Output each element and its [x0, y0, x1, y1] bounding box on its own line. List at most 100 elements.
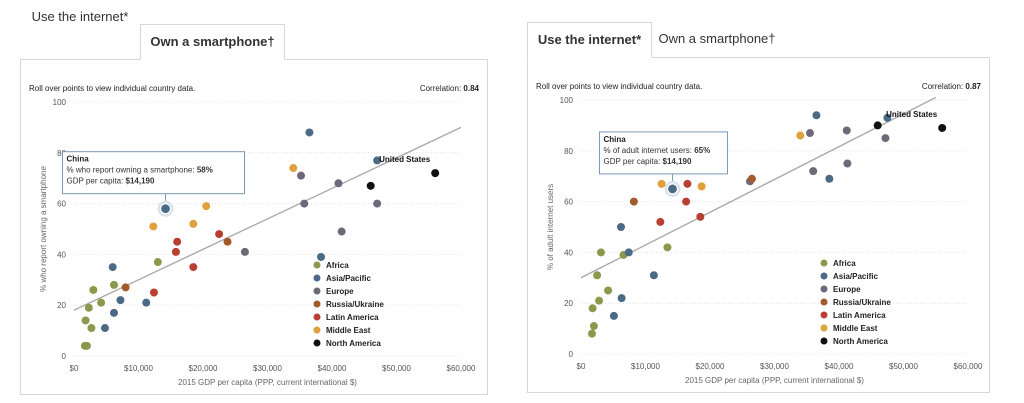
data-point[interactable]: [843, 159, 852, 168]
data-point[interactable]: [796, 131, 805, 140]
data-point-highlighted[interactable]: [159, 203, 172, 215]
data-point[interactable]: [842, 126, 851, 135]
tab-use-internet[interactable]: Use the internet*: [31, 9, 129, 24]
tab-use-internet[interactable]: Use the internet*: [527, 22, 652, 58]
data-point[interactable]: [649, 271, 658, 280]
data-point[interactable]: [109, 280, 118, 289]
data-point[interactable]: [171, 247, 180, 256]
legend-swatch: [820, 259, 828, 267]
data-point[interactable]: [697, 182, 706, 191]
data-point[interactable]: [87, 324, 96, 333]
data-point[interactable]: [173, 237, 182, 246]
data-point[interactable]: [215, 230, 224, 239]
tab-own-smartphone[interactable]: Own a smartphone†: [658, 31, 776, 46]
data-point[interactable]: [305, 128, 314, 137]
legend-swatch: [313, 287, 321, 295]
data-point[interactable]: [189, 263, 198, 272]
smartphone-scatter-chart: 0 20 40 60 80 100 $0 $10,000 $20,000 $30,000 $40,0…: [39, 98, 476, 387]
y-tick-label: 80: [564, 147, 573, 156]
data-point[interactable]: [616, 223, 625, 231]
data-point[interactable]: [223, 237, 232, 246]
correlation-label: Correlation: 0.87: [921, 82, 981, 91]
correlation-value: 0.87: [965, 82, 981, 91]
data-point[interactable]: [873, 121, 882, 130]
data-point[interactable]: [683, 179, 692, 188]
data-point[interactable]: [289, 164, 298, 173]
data-point[interactable]: [81, 316, 90, 325]
data-point[interactable]: [89, 285, 98, 294]
data-point[interactable]: [938, 123, 947, 132]
data-point[interactable]: [595, 296, 604, 305]
trend-line: [580, 96, 937, 279]
data-point[interactable]: [84, 303, 93, 312]
data-point[interactable]: [202, 202, 211, 211]
x-tick-label: $60,000: [954, 362, 983, 371]
data-point[interactable]: [108, 263, 117, 272]
data-point[interactable]: [656, 217, 665, 226]
data-point[interactable]: [596, 248, 605, 257]
data-point[interactable]: [142, 298, 151, 307]
tooltip-box: [599, 131, 729, 175]
data-point[interactable]: [604, 286, 613, 295]
x-tick-label: $0: [577, 362, 586, 371]
data-point[interactable]: [883, 113, 892, 122]
y-tick-label: 0: [569, 350, 574, 359]
data-point[interactable]: [366, 181, 375, 190]
tooltip-value1: 65%: [694, 146, 710, 155]
data-point[interactable]: [149, 222, 158, 231]
y-tick-label: 40: [564, 248, 573, 257]
data-point[interactable]: [825, 174, 834, 183]
data-point[interactable]: [657, 179, 666, 188]
y-axis-title: % who report owning a smartphone: [39, 166, 48, 292]
y-tick-label: 60: [564, 198, 573, 207]
data-point[interactable]: [334, 179, 343, 188]
data-point[interactable]: [153, 258, 162, 267]
data-point[interactable]: [431, 169, 440, 178]
legend-label: Latin America: [833, 311, 886, 320]
x-tick-label: $30,000: [760, 362, 789, 371]
data-point[interactable]: [805, 129, 814, 138]
data-point[interactable]: [240, 247, 249, 256]
data-point[interactable]: [812, 111, 821, 120]
data-point[interactable]: [809, 167, 818, 176]
data-point[interactable]: [337, 227, 346, 236]
data-point[interactable]: [189, 219, 198, 228]
x-tick-label: $10,000: [124, 364, 153, 373]
data-point[interactable]: [624, 248, 633, 257]
data-point[interactable]: [109, 308, 118, 317]
data-point[interactable]: [587, 329, 596, 338]
data-point-highlighted[interactable]: [666, 183, 679, 195]
tooltip-value1: 58%: [197, 166, 213, 175]
data-point[interactable]: [696, 212, 705, 221]
data-point[interactable]: [149, 288, 158, 297]
data-point[interactable]: [629, 197, 638, 206]
legend-swatch: [313, 339, 321, 347]
data-point[interactable]: [609, 311, 618, 320]
legend-label: Middle East: [833, 324, 878, 333]
data-point[interactable]: [373, 156, 382, 165]
data-point[interactable]: [593, 271, 602, 280]
tab-own-smartphone[interactable]: Own a smartphone†: [140, 24, 285, 60]
data-point[interactable]: [588, 304, 597, 313]
legend-label: Africa: [833, 259, 856, 268]
rollover-instruction: Roll over points to view individual coun…: [29, 84, 196, 93]
data-point[interactable]: [617, 294, 626, 303]
x-tick-label: $10,000: [631, 362, 660, 371]
legend-label: Africa: [326, 261, 349, 270]
data-point[interactable]: [663, 243, 672, 252]
data-point[interactable]: [82, 341, 91, 350]
legend-label: Russia/Ukraine: [326, 300, 384, 309]
tooltip-value2: $14,190: [663, 157, 692, 166]
data-point[interactable]: [747, 174, 756, 183]
data-point[interactable]: [121, 283, 130, 292]
data-point[interactable]: [97, 298, 106, 307]
data-point[interactable]: [881, 134, 890, 143]
data-point[interactable]: [589, 322, 598, 331]
data-point[interactable]: [297, 171, 306, 180]
data-point[interactable]: [317, 252, 326, 261]
data-point[interactable]: [116, 296, 125, 305]
data-point[interactable]: [682, 197, 691, 206]
data-point[interactable]: [100, 324, 109, 333]
data-point[interactable]: [373, 199, 382, 208]
data-point[interactable]: [300, 199, 309, 208]
